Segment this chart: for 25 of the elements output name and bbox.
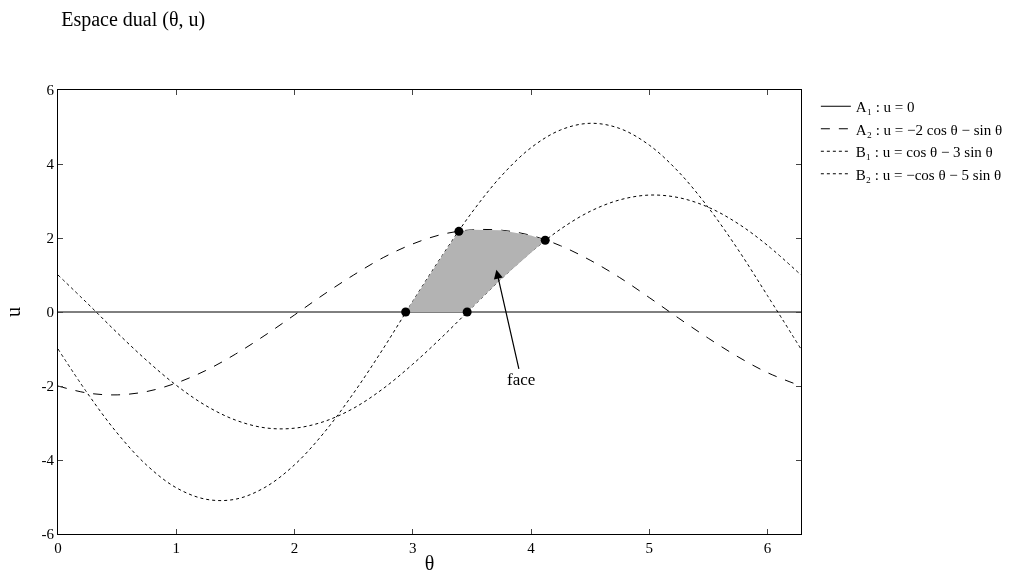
y-tick-label: 2 (46, 230, 54, 247)
y-tick-label: -6 (41, 526, 55, 543)
x-tick-label: 6 (763, 540, 772, 556)
y-tick-label: -2 (41, 378, 54, 395)
annotation: face (507, 370, 536, 389)
x-axis-title: θ (424, 551, 435, 574)
x-tick-label: 3 (409, 540, 417, 556)
point (454, 226, 464, 236)
point (462, 307, 472, 317)
y-tick-label: 6 (46, 82, 55, 99)
point (401, 307, 411, 317)
y-tick-label: 0 (46, 304, 54, 321)
y-tick-label: 4 (46, 156, 55, 173)
x-tick-label: 5 (645, 540, 654, 556)
x-tick-label: 4 (527, 540, 536, 556)
chart-title: Espace dual (θ, u) (61, 7, 206, 31)
legend-label: B₁ : u = cos θ − 3 sin θ (855, 144, 993, 161)
y-tick-label: -4 (41, 452, 55, 469)
legend-label: A₂ : u = −2 cos θ − sin θ (855, 121, 1003, 138)
y-axis-title: u (2, 307, 24, 317)
point (540, 235, 550, 245)
x-tick-label: 2 (290, 540, 299, 556)
legend-label: B₂ : u = −cos θ − 5 sin θ (855, 166, 1002, 183)
x-tick-label: 1 (172, 540, 181, 556)
legend-label: A₁ : u = 0 (855, 99, 915, 116)
